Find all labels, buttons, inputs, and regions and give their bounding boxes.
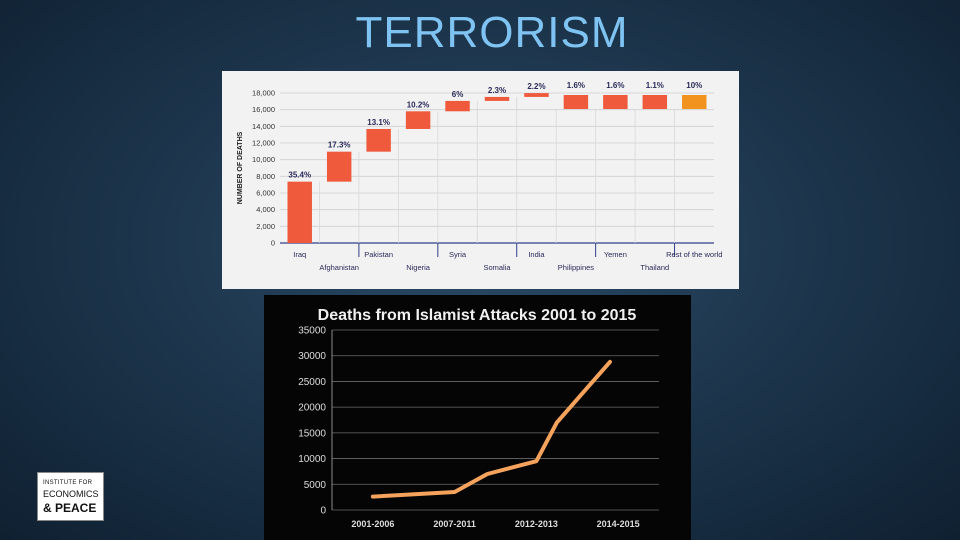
data-label: 10% — [686, 81, 702, 90]
x-category-label: 2014-2015 — [597, 519, 640, 529]
x-category-label: 2007-2011 — [433, 519, 476, 529]
y-tick-label: 16,000 — [252, 105, 275, 114]
data-point — [555, 421, 559, 425]
y-tick-label: 10000 — [298, 454, 326, 465]
x-category-label: India — [528, 250, 545, 259]
bar — [445, 100, 470, 112]
data-point — [485, 472, 489, 476]
y-tick-label: 8,000 — [256, 172, 275, 181]
x-category-label: Afghanistan — [319, 263, 359, 272]
x-category-label: Philippines — [558, 263, 595, 272]
bar — [563, 95, 589, 109]
bar — [603, 95, 628, 109]
y-tick-label: 12,000 — [252, 139, 275, 148]
bar — [484, 96, 510, 101]
x-category-label: Iraq — [293, 250, 306, 259]
logo-line-2: ECONOMICS — [43, 489, 99, 499]
y-tick-label: 25000 — [298, 377, 326, 388]
data-label: 13.1% — [367, 118, 390, 127]
y-tick-label: 10,000 — [252, 155, 275, 164]
data-label: 10.2% — [407, 100, 430, 109]
line-chart-title: Deaths from Islamist Attacks 2001 to 201… — [318, 307, 637, 324]
logo-line-3: & PEACE — [43, 501, 97, 515]
data-label: 1.1% — [646, 81, 664, 90]
x-category-label: Somalia — [483, 263, 511, 272]
x-category-label: Nigeria — [406, 263, 431, 272]
y-tick-label: 35000 — [298, 326, 326, 337]
y-tick-label: 30000 — [298, 351, 326, 362]
data-point — [453, 490, 457, 494]
y-tick-label: 15000 — [298, 428, 326, 439]
bar — [287, 181, 312, 243]
x-category-label: Syria — [449, 250, 467, 259]
y-tick-label: 2,000 — [256, 222, 275, 231]
islamist-attacks-line-chart: Deaths from Islamist Attacks 2001 to 201… — [264, 295, 691, 540]
bar — [366, 128, 391, 152]
bar — [682, 95, 707, 109]
data-label: 1.6% — [567, 81, 585, 90]
y-tick-label: 0 — [320, 506, 326, 517]
logo-line-1: INSTITUTE FOR — [43, 480, 93, 486]
bar — [405, 111, 431, 129]
x-category-label: Yemen — [604, 250, 627, 259]
x-category-label: 2001-2006 — [351, 519, 394, 529]
data-point — [608, 360, 612, 364]
y-tick-label: 14,000 — [252, 122, 275, 131]
x-category-label: Thailand — [640, 263, 669, 272]
data-label: 2.3% — [488, 86, 506, 95]
y-tick-label: 4,000 — [256, 205, 275, 214]
y-tick-label: 18,000 — [252, 89, 275, 98]
y-tick-label: 6,000 — [256, 189, 275, 198]
slide-title: TERRORISM — [355, 8, 629, 57]
data-point — [371, 495, 375, 499]
bar — [326, 151, 352, 182]
x-category-label: Pakistan — [364, 250, 393, 259]
data-label: 17.3% — [328, 141, 351, 150]
x-category-label: Rest of the world — [666, 250, 722, 259]
data-point — [534, 459, 538, 463]
data-label: 1.6% — [606, 81, 624, 90]
series-line — [370, 359, 612, 499]
y-axis-label: NUMBER OF DEATHS — [237, 131, 244, 204]
institute-logo: INSTITUTE FOR ECONOMICS & PEACE — [37, 472, 104, 521]
deaths-by-country-waterfall-chart: 0 2,000 4,000 6,000 8,000 10,000 12,000 14,000 1… — [222, 71, 739, 289]
y-tick-label: 20000 — [298, 403, 326, 414]
data-label: 6% — [452, 90, 464, 99]
y-tick-label: 5000 — [304, 480, 327, 491]
bar — [524, 93, 549, 97]
bar — [642, 95, 668, 109]
data-label: 2.2% — [527, 82, 545, 91]
data-label: 35.4% — [288, 171, 311, 180]
x-category-label: 2012-2013 — [515, 519, 558, 529]
y-tick-label: 0 — [271, 239, 275, 248]
